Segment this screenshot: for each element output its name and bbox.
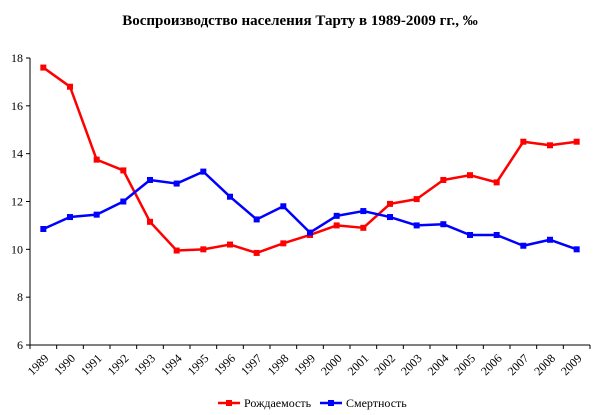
- x-tick-label: 2007: [505, 351, 532, 378]
- data-point: [40, 64, 47, 71]
- x-tick-label: 1993: [131, 351, 158, 378]
- data-point: [440, 176, 447, 183]
- x-tick-label: 1990: [51, 351, 78, 378]
- data-point: [147, 218, 153, 225]
- x-tick-label: 1997: [238, 351, 265, 378]
- x-tick-label: 2003: [398, 351, 425, 378]
- data-point: [360, 224, 367, 231]
- data-point: [200, 168, 207, 175]
- data-point: [227, 193, 233, 200]
- series-line: [42, 66, 577, 255]
- data-point: [173, 247, 180, 254]
- x-tick-label: 1995: [185, 351, 212, 378]
- x-axis-ticks: 1989 1990 1991 1992 1993 1994 1995 1996 1997 1998…: [25, 345, 591, 378]
- data-point: [520, 242, 527, 249]
- x-tick-label: 2006: [478, 351, 505, 378]
- x-tick-label: 1998: [265, 351, 292, 378]
- data-point: [387, 214, 393, 221]
- data-point: [413, 196, 420, 203]
- x-tick-label: 1996: [211, 351, 238, 378]
- y-axis-ticks: 6 8 10 12 14 16 18: [11, 51, 30, 352]
- x-tick-label: 2005: [451, 351, 478, 378]
- legend-label: Рождаемость: [244, 396, 312, 410]
- data-point: [333, 222, 340, 229]
- y-tick-label: 16: [11, 99, 23, 113]
- data-point: [93, 156, 100, 163]
- data-point: [333, 212, 340, 219]
- x-tick-label: 2002: [371, 351, 398, 378]
- y-tick-label: 8: [17, 290, 23, 304]
- data-point: [93, 211, 100, 218]
- data-point: [360, 208, 367, 215]
- x-tick-label: 2004: [425, 351, 452, 378]
- data-point: [173, 180, 180, 187]
- data-point: [120, 198, 127, 205]
- data-point: [307, 229, 313, 236]
- x-tick-label: 1991: [78, 351, 105, 378]
- series-layer: [40, 64, 580, 256]
- data-point: [413, 222, 420, 229]
- x-tick-label: 1989: [25, 351, 52, 378]
- data-point: [547, 142, 553, 149]
- legend: Рождаемость Смертность: [218, 396, 407, 410]
- data-point: [227, 241, 233, 248]
- legend-swatch-marker: [328, 400, 334, 406]
- data-point: [440, 221, 447, 228]
- data-point: [520, 138, 527, 145]
- data-point: [493, 179, 500, 186]
- data-point: [573, 138, 580, 145]
- y-tick-label: 6: [17, 338, 23, 352]
- data-point: [67, 214, 73, 221]
- data-point: [467, 172, 473, 179]
- y-tick-label: 10: [11, 242, 23, 256]
- x-tick-label: 1992: [105, 351, 132, 378]
- x-tick-label: 2009: [558, 351, 585, 378]
- data-point: [493, 231, 500, 238]
- chart-title: Воспроизводство населения Тарту в 1989-2…: [122, 13, 478, 29]
- data-point: [200, 246, 207, 253]
- legend-label: Смертность: [346, 396, 407, 410]
- data-point: [573, 246, 580, 253]
- x-tick-label: 2000: [318, 351, 345, 378]
- x-tick-label: 1994: [158, 351, 185, 378]
- y-tick-label: 18: [11, 51, 23, 65]
- data-point: [547, 236, 553, 243]
- data-point: [40, 226, 47, 233]
- data-point: [467, 231, 473, 238]
- x-tick-label: 2008: [531, 351, 558, 378]
- data-point: [280, 203, 287, 210]
- data-point: [67, 83, 73, 90]
- data-point: [120, 167, 127, 174]
- data-point: [280, 240, 287, 247]
- legend-swatch-marker: [226, 400, 232, 406]
- y-tick-label: 14: [11, 147, 23, 161]
- data-point: [253, 216, 260, 223]
- y-tick-label: 12: [11, 195, 23, 209]
- data-point: [147, 176, 153, 183]
- data-point: [387, 200, 393, 207]
- data-point: [253, 249, 260, 256]
- x-tick-label: 2001: [345, 351, 372, 378]
- x-tick-label: 1999: [291, 351, 318, 378]
